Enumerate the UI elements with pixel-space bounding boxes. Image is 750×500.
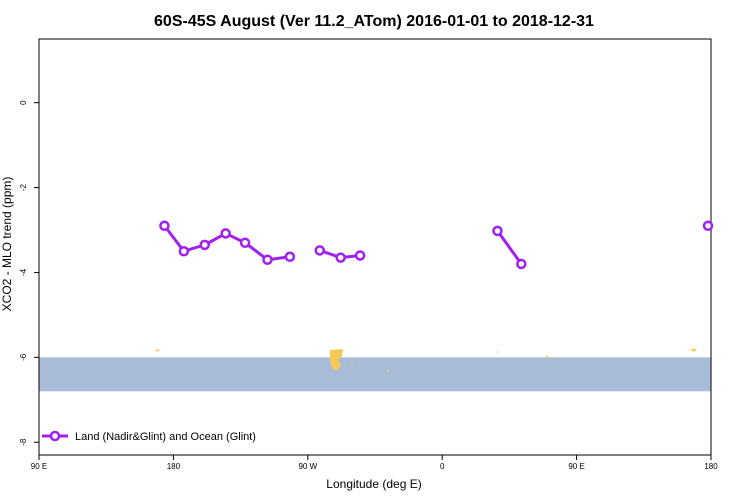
y-axis-label: XCO2 - MLO trend (ppm) <box>0 177 14 312</box>
land-patch <box>690 349 697 352</box>
legend-swatch-marker <box>49 430 61 442</box>
y-tick-label: -8 <box>19 438 28 446</box>
series-line <box>496 229 523 265</box>
x-tick-label: 180 <box>704 462 718 471</box>
land-patch <box>155 349 160 352</box>
data-point <box>284 251 296 263</box>
x-tick-label: 90 W <box>298 462 317 471</box>
data-point <box>516 258 527 270</box>
y-tick-label: -6 <box>19 353 28 361</box>
data-point <box>178 245 190 257</box>
data-point <box>199 239 211 251</box>
series-layer <box>159 220 714 270</box>
x-tick-label: 180 <box>167 462 181 471</box>
data-point <box>335 252 346 263</box>
x-axis-label: Longitude (deg E) <box>326 477 421 491</box>
y-tick-label: 0 <box>19 100 28 105</box>
ocean-band <box>39 357 711 392</box>
land-patch <box>497 351 499 353</box>
x-tick-label: 0 <box>440 462 445 471</box>
x-tick-label: 90 E <box>31 462 47 471</box>
y-tick-label: -4 <box>19 268 28 276</box>
data-point <box>159 220 170 232</box>
data-point <box>262 254 273 265</box>
plot-area <box>39 349 711 392</box>
data-point <box>239 237 251 249</box>
data-point <box>702 220 714 232</box>
land-patch <box>351 362 353 364</box>
legend-entry-label: Land (Nadir&Glint) and Ocean (Glint) <box>75 431 256 443</box>
land-patch <box>330 349 343 371</box>
axes: 90 E 180 90 W 0 90 E 180 0 -2 -4 -6 -8 <box>19 38 718 471</box>
land-patch <box>387 370 389 372</box>
data-point <box>314 245 325 256</box>
data-point <box>492 225 503 237</box>
data-point <box>220 228 231 239</box>
legend: Land (Nadir&Glint) and Ocean (Glint) <box>42 430 256 443</box>
y-tick-label: -2 <box>19 183 28 191</box>
land-patch <box>545 355 549 359</box>
plot-frame <box>38 38 712 456</box>
x-tick-label: 90 E <box>568 462 584 471</box>
chart-title: 60S-45S August (Ver 11.2_ATom) 2016-01-0… <box>154 13 594 30</box>
data-point <box>354 250 366 261</box>
